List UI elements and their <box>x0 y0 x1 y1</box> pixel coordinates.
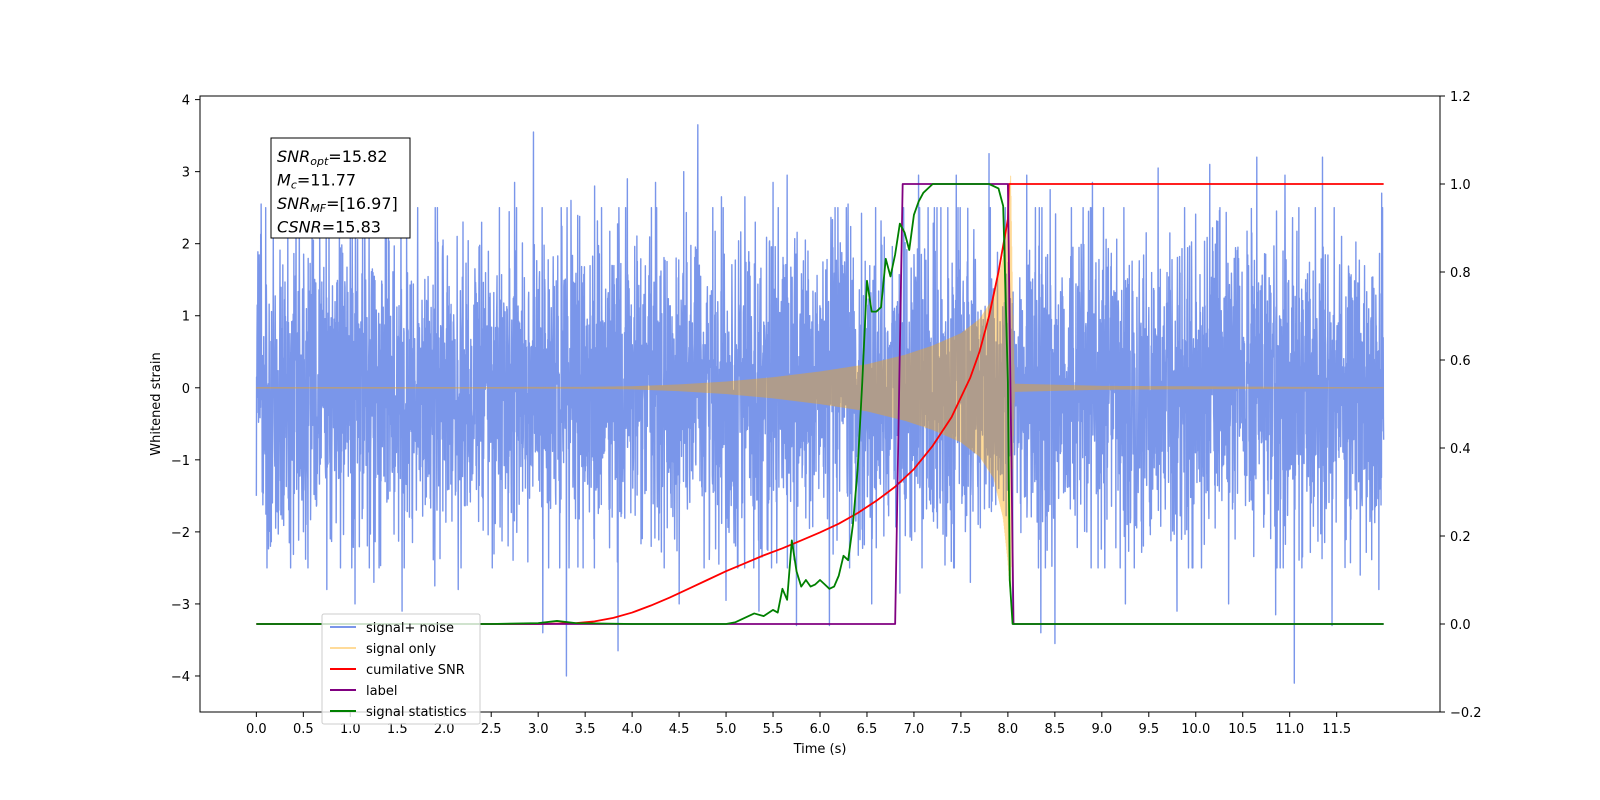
y2-tick-label: 0.8 <box>1450 266 1471 281</box>
y2-tick-label: 0.6 <box>1450 354 1471 369</box>
y-tick-label: −1 <box>171 454 190 469</box>
x-tick-label: 11.0 <box>1275 722 1304 737</box>
annotation-frame <box>270 137 411 239</box>
legend-label-signal-only: signal only <box>366 642 436 657</box>
y-tick-label: −4 <box>171 670 190 685</box>
x-tick-label: 8.5 <box>1045 722 1066 737</box>
legend-label-signal-noise: signal+ noise <box>366 621 454 636</box>
x-tick-label: 2.0 <box>434 722 455 737</box>
annotation-line: CSNR=15.83 <box>277 218 381 237</box>
x-tick-label: 11.5 <box>1322 722 1351 737</box>
x-tick-label: 6.0 <box>810 722 831 737</box>
x-tick-label: 10.0 <box>1181 722 1210 737</box>
y2-tick-label: 0.2 <box>1450 530 1471 545</box>
y-tick-label: −3 <box>171 598 190 613</box>
y2-tick-label: 0.0 <box>1450 618 1471 633</box>
annotation-line: SNRMF=[16.97] <box>277 194 398 215</box>
y2-tick-label: 1.2 <box>1450 90 1471 105</box>
legend-label-cumilative-snr: cumilative SNR <box>366 663 465 678</box>
y2-tick-label: −0.2 <box>1450 706 1482 721</box>
x-tick-label: 0.5 <box>293 722 314 737</box>
y-tick-label: 3 <box>182 166 190 181</box>
x-tick-label: 5.0 <box>716 722 737 737</box>
y-tick-label: 1 <box>182 310 190 325</box>
legend-label-label: label <box>366 684 397 699</box>
series-line-cumilative-snr <box>256 183 1384 625</box>
annotation-line: SNRopt=15.82 <box>277 147 388 168</box>
x-tick-label: 5.5 <box>763 722 784 737</box>
x-axis: 0.0 0.5 1.0 1.5 2.0 2.5 3.0 3.5 4.0 4.5 5.0 5.5 6.0 6… <box>246 712 1351 737</box>
y2-tick-label: 0.4 <box>1450 442 1471 457</box>
x-tick-label: 6.5 <box>857 722 878 737</box>
x-tick-label: 10.5 <box>1228 722 1257 737</box>
x-axis-label: Time (s) <box>793 742 847 757</box>
x-tick-label: 2.5 <box>481 722 502 737</box>
x-tick-label: 0.0 <box>246 722 267 737</box>
x-tick-label: 8.0 <box>998 722 1019 737</box>
y-tick-label: 2 <box>182 238 190 253</box>
x-tick-label: 9.0 <box>1091 722 1112 737</box>
legend: signal+ noise signal only cumilative SNR la… <box>321 613 481 725</box>
plot-area <box>255 124 1385 684</box>
y-tick-label: 4 <box>182 94 190 109</box>
x-tick-label: 3.0 <box>528 722 549 737</box>
x-tick-label: 7.0 <box>904 722 925 737</box>
x-tick-label: 1.0 <box>340 722 361 737</box>
legend-label-signal-statistics: signal statistics <box>366 705 467 720</box>
x-tick-label: 3.5 <box>575 722 596 737</box>
series-line-signal-noise <box>255 124 1385 684</box>
y-axis-left: −4 −3 −2 −1 0 1 2 3 4 <box>171 94 200 685</box>
legend-frame <box>321 613 481 725</box>
annotation-line: Mc=11.77 <box>277 171 356 192</box>
y2-tick-label: 1.0 <box>1450 178 1471 193</box>
x-tick-label: 4.0 <box>622 722 643 737</box>
x-tick-label: 7.5 <box>951 722 972 737</box>
series-line-signal-statistics <box>256 183 1384 625</box>
y-tick-label: 0 <box>182 382 190 397</box>
x-tick-label: 4.5 <box>669 722 690 737</box>
x-tick-label: 9.5 <box>1138 722 1159 737</box>
y-axis-right: −0.2 0.0 0.2 0.4 0.6 0.8 1.0 1.2 <box>1440 90 1482 721</box>
x-tick-label: 1.5 <box>387 722 408 737</box>
series-line-signal-only <box>255 175 1384 598</box>
y-axis-label: Whitened strain <box>149 352 164 455</box>
y-tick-label: −2 <box>171 526 190 541</box>
